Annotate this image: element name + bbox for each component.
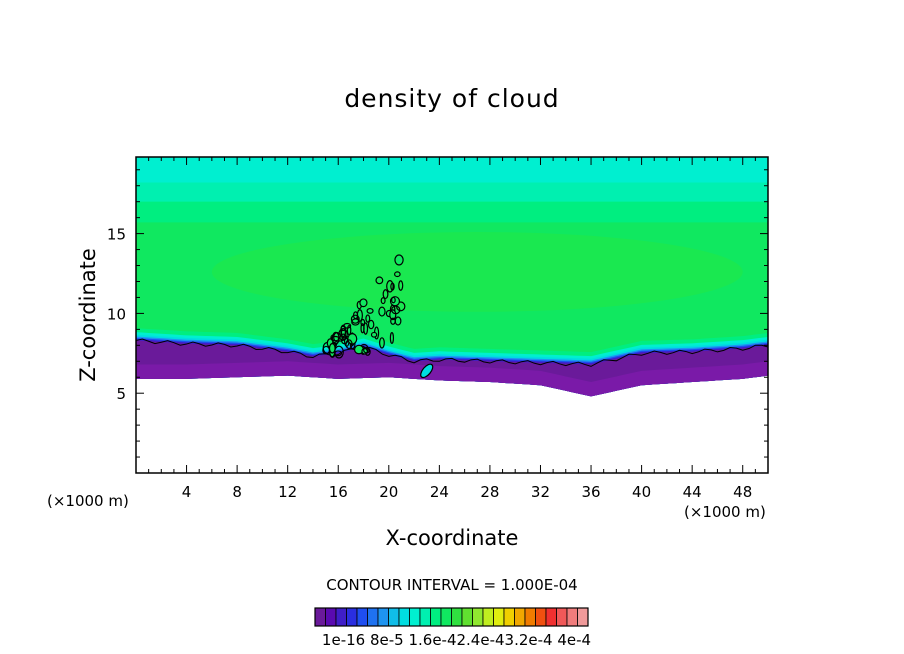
convective-cell bbox=[370, 331, 378, 338]
convective-cell bbox=[352, 311, 359, 320]
convective-cell bbox=[360, 318, 366, 327]
convective-cell bbox=[394, 254, 404, 266]
x-tick-label: 16 bbox=[329, 483, 348, 501]
convective-cell bbox=[394, 271, 401, 278]
colorbar-swatch bbox=[325, 607, 337, 627]
convective-cell bbox=[380, 297, 386, 305]
convective-cell bbox=[420, 363, 434, 379]
colorbar-swatch bbox=[430, 607, 442, 627]
x-axis-ticks: 4 8 12 16 20 24 28 32 36 40 44 48 bbox=[148, 157, 756, 501]
y-tick-label: 10 bbox=[107, 305, 126, 323]
colorbar-swatch bbox=[346, 607, 358, 627]
x-unit-left: (×1000 m) bbox=[47, 492, 129, 510]
colorbar-swatch bbox=[566, 607, 578, 627]
x-tick-label: 48 bbox=[733, 483, 752, 501]
x-tick-label: 32 bbox=[531, 483, 550, 501]
colorbar-swatch bbox=[377, 607, 389, 627]
y-tick-label: 5 bbox=[116, 385, 126, 403]
colorbar-swatch bbox=[493, 607, 505, 627]
colorbar-swatch bbox=[398, 607, 410, 627]
convective-cell bbox=[346, 325, 352, 336]
x-tick-label: 8 bbox=[232, 483, 242, 501]
x-axis-label: X-coordinate bbox=[385, 526, 519, 550]
convective-cell bbox=[366, 307, 374, 314]
colorbar-swatch bbox=[472, 607, 484, 627]
convective-cell bbox=[379, 337, 385, 349]
colorbar-swatch bbox=[367, 607, 379, 627]
contour-interval-note: CONTOUR INTERVAL = 1.000E-04 bbox=[326, 576, 578, 594]
heatmap-field bbox=[136, 157, 768, 397]
convective-cell bbox=[367, 319, 375, 330]
colorbar-swatch bbox=[356, 607, 368, 627]
x-tick-label: 40 bbox=[632, 483, 651, 501]
convective-cell bbox=[359, 298, 368, 308]
x-tick-label: 44 bbox=[683, 483, 702, 501]
colorbar-frame bbox=[314, 607, 589, 627]
convective-cell bbox=[382, 289, 389, 300]
colorbar: 1e-16 8e-5 1.6e-42.4e-43.2e-4 4e-4 bbox=[314, 607, 591, 649]
colorbar-swatch bbox=[419, 607, 431, 627]
y-axis-ticks: 5 10 15 bbox=[107, 169, 768, 458]
x-tick-label: 28 bbox=[480, 483, 499, 501]
convective-cell bbox=[378, 306, 386, 317]
cloud-base-contour bbox=[136, 338, 768, 367]
convective-cell bbox=[391, 305, 401, 315]
x-tick-label: 12 bbox=[278, 483, 297, 501]
x-unit-right: (×1000 m) bbox=[684, 503, 766, 521]
convective-cell bbox=[363, 346, 371, 354]
convective-cell bbox=[389, 309, 397, 321]
x-tick-label: 20 bbox=[379, 483, 398, 501]
colorbar-swatch bbox=[503, 607, 515, 627]
colorbar-swatch bbox=[461, 607, 473, 627]
colorbar-swatch bbox=[514, 607, 526, 627]
convective-cell bbox=[331, 331, 340, 345]
y-axis-label: Z-coordinate bbox=[76, 248, 100, 382]
colorbar-swatch bbox=[388, 607, 400, 627]
colorbar-swatch bbox=[314, 607, 326, 627]
colorbar-swatch bbox=[545, 607, 557, 627]
convective-cell bbox=[391, 296, 396, 304]
heat-core bbox=[211, 232, 743, 312]
chart-title: density of cloud bbox=[344, 84, 560, 113]
convective-cell bbox=[375, 276, 384, 285]
convective-cell bbox=[328, 343, 336, 354]
colorbar-swatch bbox=[482, 607, 494, 627]
colorbar-swatch bbox=[556, 607, 568, 627]
convective-cell bbox=[389, 332, 395, 344]
x-tick-label: 24 bbox=[430, 483, 449, 501]
colorbar-swatch bbox=[409, 607, 421, 627]
colorbar-swatch bbox=[577, 607, 589, 627]
colorbar-labels: 1e-16 8e-5 1.6e-42.4e-43.2e-4 4e-4 bbox=[322, 631, 591, 649]
convective-cell bbox=[390, 317, 396, 325]
y-tick-label: 15 bbox=[107, 226, 126, 244]
convective-cell bbox=[386, 280, 394, 293]
colorbar-swatch bbox=[524, 607, 536, 627]
heat-fringe bbox=[136, 361, 768, 397]
colorbar-swatch bbox=[335, 607, 347, 627]
colorbar-swatch bbox=[440, 607, 452, 627]
convective-cell bbox=[345, 339, 353, 350]
x-tick-label: 36 bbox=[581, 483, 600, 501]
colorbar-swatch bbox=[451, 607, 463, 627]
convective-cell bbox=[350, 314, 360, 324]
convective-cell bbox=[365, 314, 371, 323]
colorbar-swatch bbox=[535, 607, 547, 627]
convective-cell bbox=[360, 323, 365, 334]
convective-cell bbox=[398, 280, 404, 291]
x-tick-label: 4 bbox=[182, 483, 192, 501]
contour-lines bbox=[136, 254, 768, 379]
